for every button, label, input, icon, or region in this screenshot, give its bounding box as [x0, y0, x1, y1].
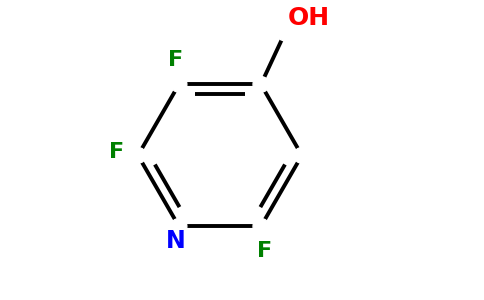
Circle shape	[277, 25, 293, 41]
Circle shape	[171, 218, 187, 234]
Text: OH: OH	[288, 6, 330, 30]
Circle shape	[294, 148, 310, 163]
Text: F: F	[257, 241, 272, 260]
Text: N: N	[166, 230, 186, 254]
Text: F: F	[109, 142, 124, 162]
Text: F: F	[168, 50, 183, 70]
Circle shape	[253, 218, 269, 234]
Circle shape	[130, 148, 146, 163]
Circle shape	[171, 76, 187, 92]
Circle shape	[253, 76, 269, 92]
